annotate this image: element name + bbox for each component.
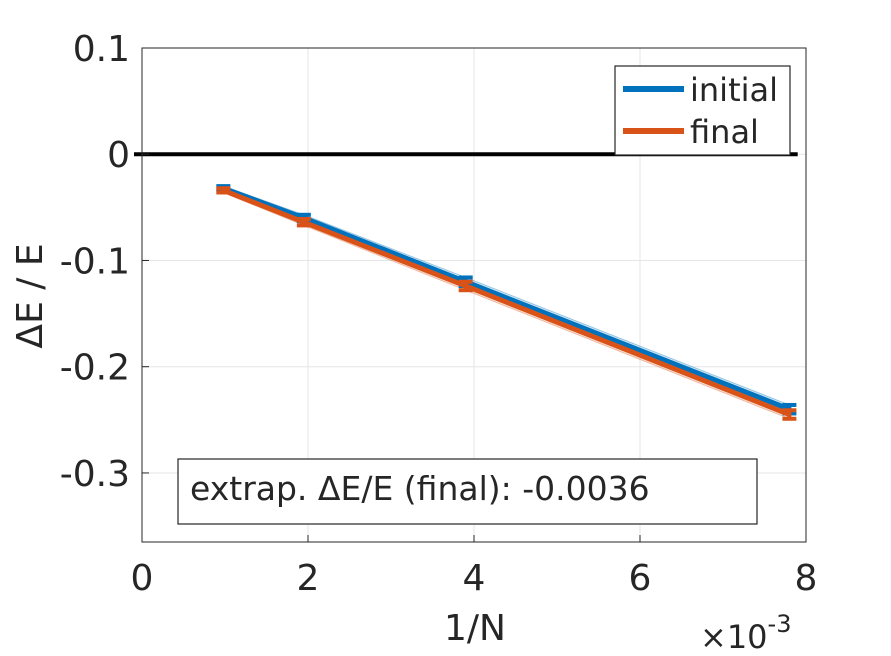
y-tick-label-2: -0.1 — [60, 241, 130, 282]
annotation-frame — [177, 458, 758, 525]
y-tick-label-4: -0.3 — [60, 454, 130, 495]
x-tick-label-3: 6 — [629, 558, 652, 599]
x-tick-label-4: 8 — [795, 558, 818, 599]
x-tick-label-0: 0 — [131, 558, 154, 599]
axes — [141, 47, 807, 543]
y-tick-label-0: 0.1 — [73, 29, 130, 70]
x-tick-label-1: 2 — [297, 558, 320, 599]
y-tick-label-1: 0 — [107, 135, 130, 176]
series-line-final — [222, 188, 791, 417]
x-axis-multiplier-base: ×10 — [700, 618, 768, 656]
x-tick-label-2: 4 — [463, 558, 486, 599]
y-tick-label-3: -0.2 — [60, 348, 130, 389]
y-axis-label: ΔE / E — [10, 243, 51, 348]
errorbar-final-3 — [782, 408, 797, 421]
series-group — [216, 184, 797, 421]
errorbar-final-2 — [458, 279, 473, 293]
errorbar-final-1 — [296, 217, 311, 228]
x-axis-multiplier-exponent: -3 — [768, 610, 792, 638]
errorbar-final-0 — [216, 186, 231, 195]
legend-label-final: final — [690, 113, 759, 151]
legend: initial final — [614, 65, 791, 156]
series-line-initial — [222, 185, 791, 412]
annotation-box: extrap. ΔE/E (final): -0.0036 — [177, 458, 758, 525]
x-axis-multiplier: ×10-3 — [700, 610, 791, 656]
y-tick-labels: 0.1 0 -0.1 -0.2 -0.3 — [60, 29, 130, 495]
legend-frame — [614, 65, 791, 156]
x-axis-label: 1/N — [444, 608, 506, 649]
annotation-text: extrap. ΔE/E (final): -0.0036 — [190, 469, 650, 508]
legend-label-initial: initial — [690, 71, 778, 109]
x-tick-labels: 0 2 4 6 8 — [131, 558, 818, 599]
